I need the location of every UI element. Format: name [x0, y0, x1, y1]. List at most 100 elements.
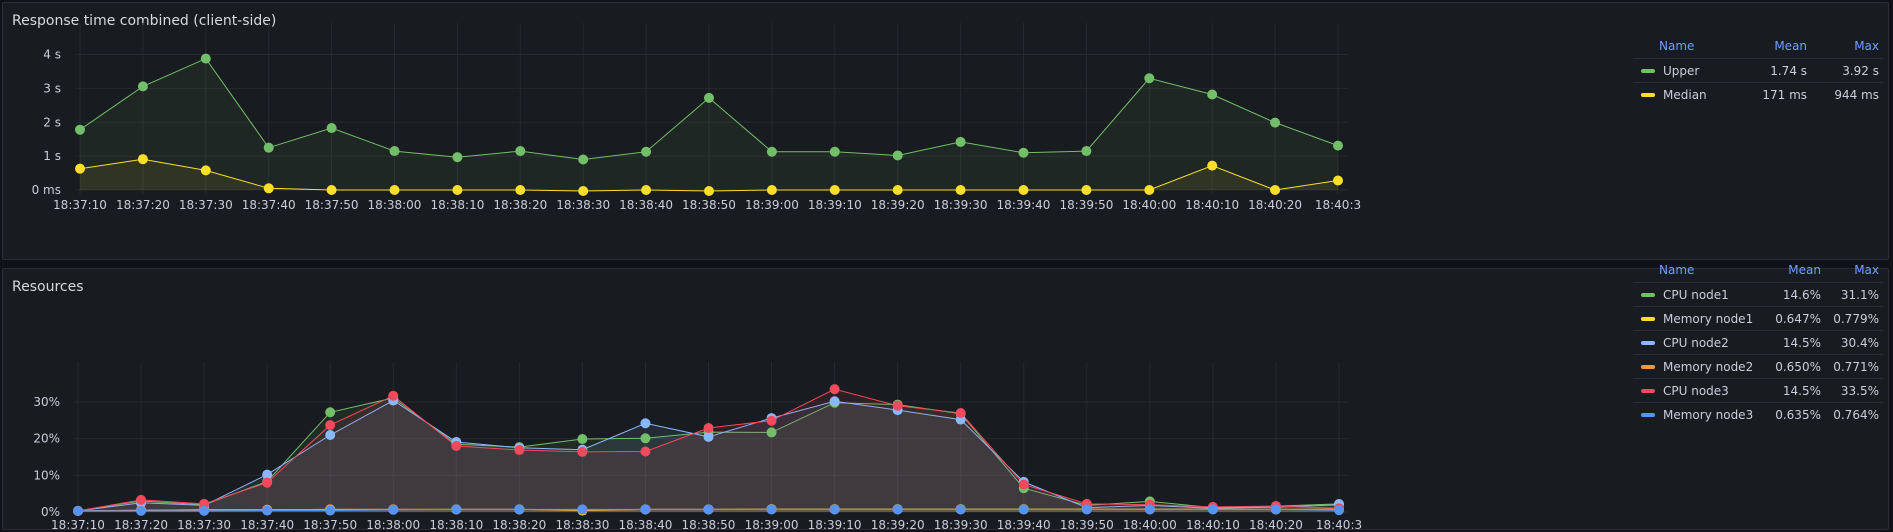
data-point[interactable]: [1081, 146, 1092, 157]
data-point[interactable]: [1270, 185, 1281, 195]
data-point[interactable]: [1207, 89, 1218, 100]
data-point[interactable]: [136, 494, 147, 505]
data-point[interactable]: [326, 185, 337, 195]
data-point[interactable]: [200, 165, 211, 176]
data-point[interactable]: [640, 433, 651, 444]
data-point[interactable]: [955, 408, 966, 418]
legend-header-name[interactable]: Name: [1659, 263, 1695, 277]
data-point[interactable]: [75, 163, 85, 174]
data-point[interactable]: [578, 186, 589, 197]
data-point[interactable]: [955, 136, 966, 147]
data-point[interactable]: [1207, 504, 1218, 515]
data-point[interactable]: [766, 185, 777, 195]
data-point[interactable]: [1018, 504, 1029, 515]
legend-header-max[interactable]: Max: [1854, 39, 1879, 53]
legend-row[interactable]: Memory node1 0.647% 0.779%: [1633, 306, 1883, 331]
data-point[interactable]: [829, 504, 840, 515]
legend-row[interactable]: Median 171 ms 944 ms: [1633, 82, 1883, 106]
data-point[interactable]: [1270, 504, 1281, 515]
data-point[interactable]: [388, 390, 399, 401]
data-point[interactable]: [1207, 160, 1218, 171]
data-point[interactable]: [263, 142, 274, 153]
data-point[interactable]: [641, 185, 652, 195]
data-point[interactable]: [829, 185, 840, 195]
data-point[interactable]: [1018, 147, 1029, 158]
data-point[interactable]: [514, 445, 525, 456]
data-point[interactable]: [325, 430, 336, 440]
legend-row[interactable]: CPU node2 14.5% 30.4%: [1633, 330, 1883, 355]
data-point[interactable]: [137, 81, 148, 92]
data-point[interactable]: [514, 504, 525, 515]
data-point[interactable]: [829, 396, 840, 407]
data-point[interactable]: [451, 504, 462, 515]
data-point[interactable]: [1270, 117, 1281, 128]
data-point[interactable]: [452, 185, 463, 195]
legend-row[interactable]: CPU node3 14.5% 33.5%: [1633, 378, 1883, 403]
data-point[interactable]: [200, 53, 211, 64]
data-point[interactable]: [640, 504, 651, 515]
data-point[interactable]: [766, 415, 777, 426]
data-point[interactable]: [1018, 479, 1029, 490]
data-point[interactable]: [389, 185, 400, 195]
data-point[interactable]: [1144, 185, 1155, 195]
panel-title[interactable]: Response time combined (client-side): [12, 13, 277, 29]
data-point[interactable]: [955, 504, 966, 515]
data-point[interactable]: [766, 427, 777, 438]
legend-header-mean[interactable]: Mean: [1788, 263, 1821, 277]
data-point[interactable]: [515, 146, 526, 157]
data-point[interactable]: [388, 504, 399, 515]
data-point[interactable]: [766, 146, 777, 157]
data-point[interactable]: [1144, 504, 1155, 515]
data-point[interactable]: [73, 505, 83, 516]
data-point[interactable]: [1333, 140, 1343, 151]
data-point[interactable]: [703, 423, 714, 434]
data-point[interactable]: [137, 154, 148, 165]
data-point[interactable]: [892, 400, 903, 411]
data-point[interactable]: [703, 504, 714, 515]
legend-row[interactable]: Memory node2 0.650% 0.771%: [1633, 354, 1883, 379]
data-point[interactable]: [578, 154, 589, 165]
data-point[interactable]: [452, 152, 463, 163]
data-point[interactable]: [704, 186, 714, 197]
data-point[interactable]: [829, 384, 840, 395]
data-point[interactable]: [892, 504, 903, 515]
legend-row[interactable]: Upper 1.74 s 3.92 s: [1633, 58, 1883, 83]
legend-header-mean[interactable]: Mean: [1774, 39, 1808, 53]
data-point[interactable]: [451, 441, 462, 451]
data-point[interactable]: [262, 469, 273, 480]
data-point[interactable]: [641, 146, 652, 157]
data-point[interactable]: [1081, 185, 1092, 195]
data-point[interactable]: [1081, 504, 1092, 515]
data-point[interactable]: [892, 185, 903, 195]
data-point[interactable]: [577, 434, 588, 445]
data-point[interactable]: [515, 185, 526, 195]
legend-header-max[interactable]: Max: [1854, 263, 1879, 277]
data-point[interactable]: [892, 150, 903, 161]
data-point[interactable]: [199, 505, 210, 516]
data-point[interactable]: [262, 477, 273, 488]
data-point[interactable]: [263, 183, 274, 194]
data-point[interactable]: [640, 446, 651, 457]
data-point[interactable]: [136, 505, 147, 516]
data-point[interactable]: [75, 124, 85, 135]
data-point[interactable]: [389, 146, 400, 157]
data-point[interactable]: [704, 92, 714, 103]
data-point[interactable]: [1333, 175, 1343, 186]
data-point[interactable]: [325, 407, 336, 418]
legend-row[interactable]: Memory node3 0.635% 0.764%: [1633, 402, 1883, 426]
data-point[interactable]: [829, 146, 840, 157]
data-point[interactable]: [262, 505, 273, 516]
data-point[interactable]: [955, 185, 966, 195]
data-point[interactable]: [325, 420, 336, 431]
data-point[interactable]: [766, 504, 777, 515]
data-point[interactable]: [1144, 73, 1155, 84]
panel-title[interactable]: Resources: [12, 279, 84, 295]
data-point[interactable]: [577, 446, 588, 457]
data-point[interactable]: [326, 123, 337, 134]
data-point[interactable]: [199, 498, 210, 509]
data-point[interactable]: [1018, 185, 1029, 195]
data-point[interactable]: [577, 504, 588, 515]
legend-header-name[interactable]: Name: [1659, 39, 1695, 53]
data-point[interactable]: [325, 505, 336, 516]
legend-row[interactable]: CPU node1 14.6% 31.1%: [1633, 282, 1883, 307]
